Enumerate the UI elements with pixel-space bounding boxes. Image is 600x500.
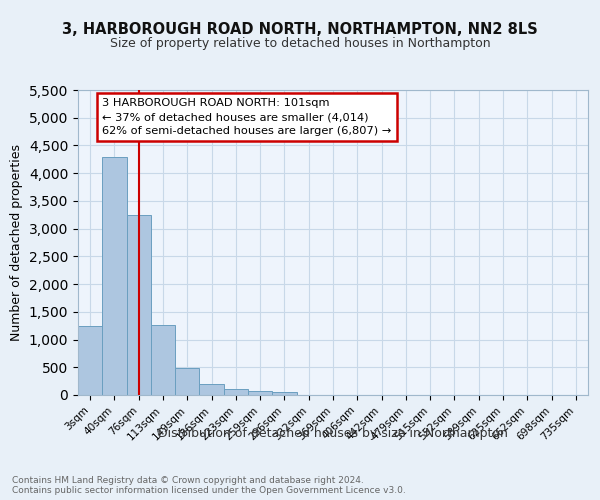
Bar <box>248 390 272 395</box>
Bar <box>199 384 224 395</box>
Text: Size of property relative to detached houses in Northampton: Size of property relative to detached ho… <box>110 38 490 51</box>
Bar <box>175 368 199 395</box>
Text: Contains HM Land Registry data © Crown copyright and database right 2024.
Contai: Contains HM Land Registry data © Crown c… <box>12 476 406 495</box>
Bar <box>102 156 127 395</box>
Text: 3, HARBOROUGH ROAD NORTH, NORTHAMPTON, NN2 8LS: 3, HARBOROUGH ROAD NORTH, NORTHAMPTON, N… <box>62 22 538 38</box>
Text: Distribution of detached houses by size in Northampton: Distribution of detached houses by size … <box>158 428 508 440</box>
Bar <box>78 326 102 395</box>
Y-axis label: Number of detached properties: Number of detached properties <box>10 144 23 341</box>
Bar <box>151 324 175 395</box>
Bar <box>272 392 296 395</box>
Text: 3 HARBOROUGH ROAD NORTH: 101sqm
← 37% of detached houses are smaller (4,014)
62%: 3 HARBOROUGH ROAD NORTH: 101sqm ← 37% of… <box>102 98 392 136</box>
Bar <box>127 215 151 395</box>
Bar <box>224 390 248 395</box>
